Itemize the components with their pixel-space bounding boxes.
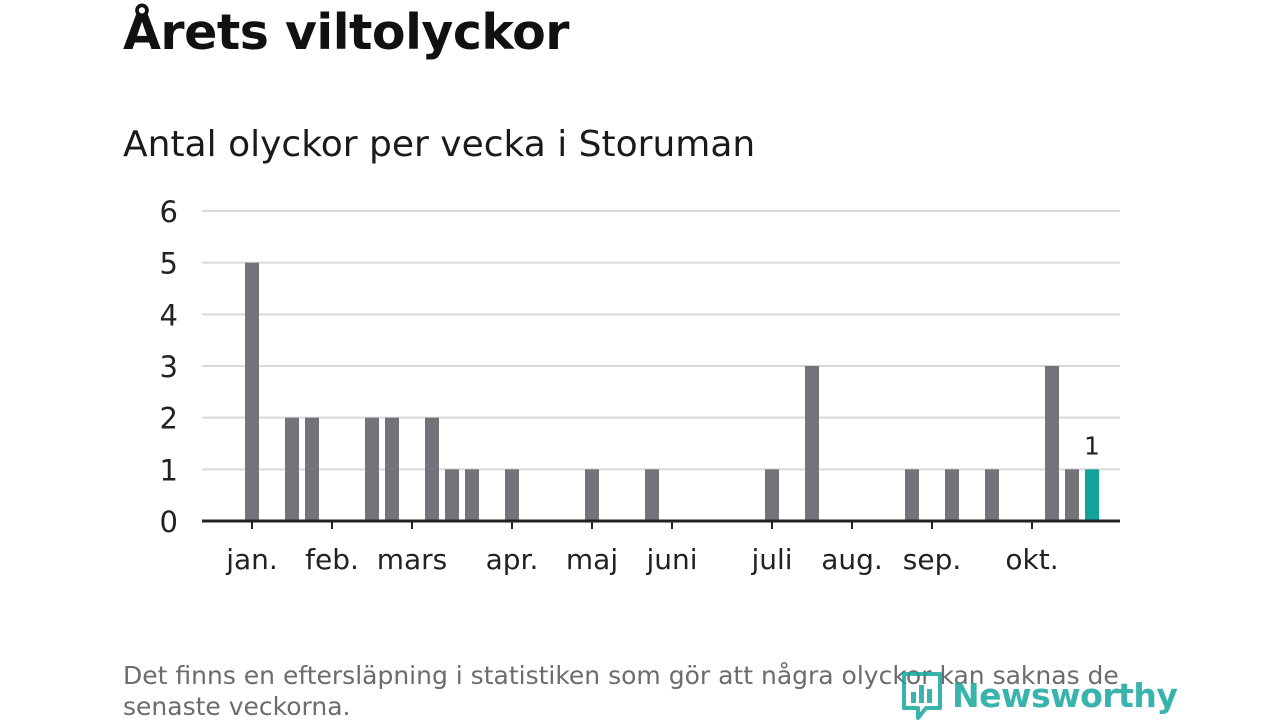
newsworthy-logo-icon (902, 672, 942, 720)
chart-subtitle: Antal olyckor per vecka i Storuman (123, 124, 756, 165)
x-tick-label: aug. (821, 543, 883, 576)
bar (1065, 469, 1079, 521)
bar (805, 366, 819, 521)
bar (425, 417, 439, 521)
bar (505, 469, 519, 521)
y-tick-label: 3 (160, 350, 178, 384)
bar (765, 469, 779, 521)
y-tick-label: 2 (160, 402, 178, 436)
bar (445, 469, 459, 521)
bar (365, 417, 379, 521)
bar (385, 417, 399, 521)
y-tick-label: 6 (160, 195, 178, 229)
x-tick-label: juli (750, 543, 792, 576)
highlight-data-label: 1 (1084, 431, 1100, 460)
bar (465, 469, 479, 521)
bar (1045, 366, 1059, 521)
x-tick-label: jan. (225, 543, 278, 576)
highlight-bar (1085, 469, 1099, 521)
x-tick-label: mars (377, 543, 448, 576)
y-tick-label: 4 (160, 298, 178, 332)
bar (305, 417, 319, 521)
bar (905, 469, 919, 521)
bar (245, 262, 259, 521)
bar-chart: 0 1 2 3 4 5 6 1 jan. feb. mars apr. maj juni juli aug. s… (160, 195, 1120, 576)
x-tick-label: sep. (903, 543, 962, 576)
bar (585, 469, 599, 521)
bar (645, 469, 659, 521)
x-tick-label: apr. (486, 543, 539, 576)
x-tick-label: feb. (305, 543, 359, 576)
bar (945, 469, 959, 521)
x-tick-label: maj (566, 543, 618, 576)
y-tick-label: 5 (160, 247, 178, 281)
logo-text: Newsworthy (952, 675, 1178, 715)
newsworthy-logo: Newsworthy (900, 668, 1178, 720)
y-tick-label: 1 (160, 453, 178, 487)
x-tick-label: okt. (1005, 543, 1058, 576)
x-tick-label: juni (645, 543, 697, 576)
bar (285, 417, 299, 521)
footnote: Det finns en eftersläpning i statistiken… (123, 661, 1119, 720)
page-title: Årets viltolyckor (123, 4, 569, 61)
bar (985, 469, 999, 521)
y-tick-label: 0 (160, 505, 178, 539)
